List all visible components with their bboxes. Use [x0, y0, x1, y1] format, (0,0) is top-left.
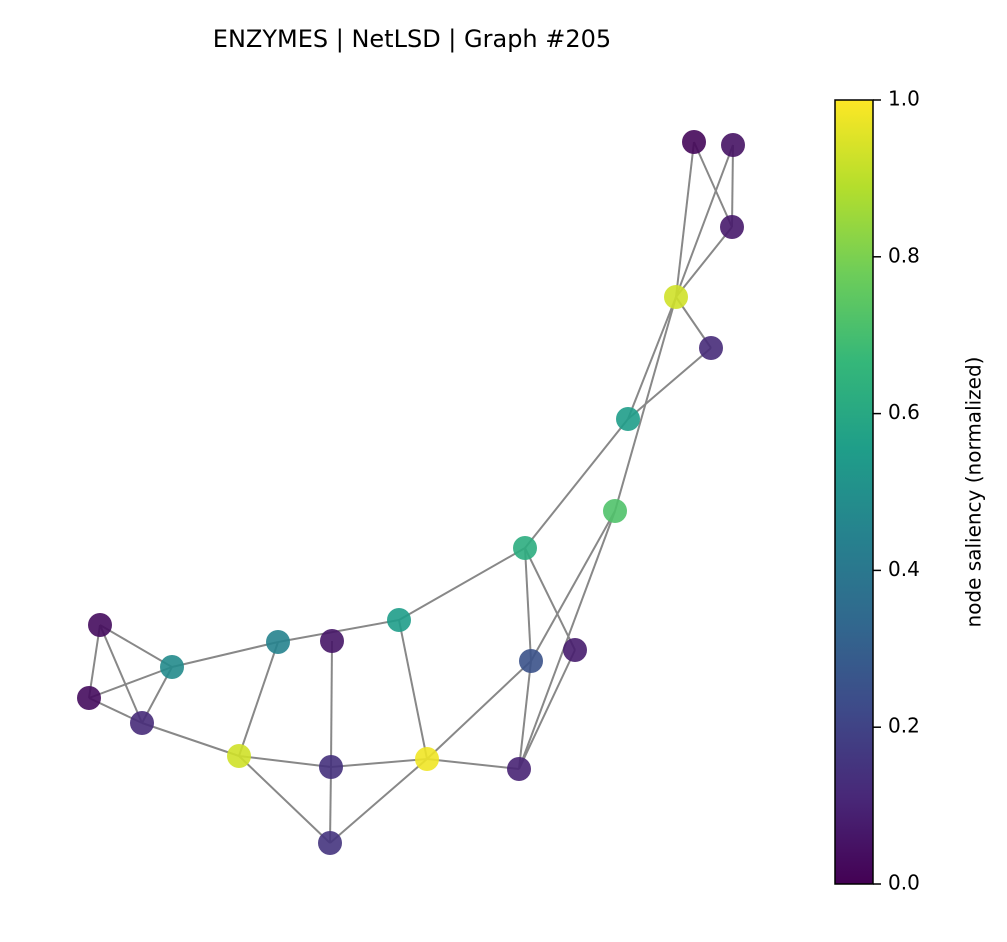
- edge: [524, 418, 629, 549]
- edge: [693, 141, 733, 228]
- edge: [524, 547, 532, 662]
- edge: [330, 758, 428, 768]
- colorbar-tick-label: 0.4: [888, 557, 920, 581]
- node: [387, 608, 411, 632]
- node: [507, 757, 531, 781]
- edge: [518, 510, 616, 770]
- edge: [675, 141, 695, 298]
- node: [616, 407, 640, 431]
- edge: [524, 547, 576, 651]
- edge: [88, 666, 173, 699]
- chart-title: ENZYMES | NetLSD | Graph #205: [213, 25, 611, 53]
- edge: [88, 624, 101, 699]
- edge: [675, 226, 733, 298]
- edge: [329, 766, 332, 844]
- edge: [330, 640, 333, 768]
- edges: [88, 141, 734, 844]
- edge: [426, 758, 520, 770]
- node: [415, 747, 439, 771]
- edge: [238, 641, 279, 757]
- colorbar-tick-label: 0.2: [888, 714, 920, 738]
- node: [664, 285, 688, 309]
- edge: [627, 347, 712, 420]
- edge: [627, 296, 677, 420]
- node: [77, 686, 101, 710]
- node: [227, 744, 251, 768]
- node: [319, 755, 343, 779]
- edge: [99, 624, 173, 668]
- edge: [141, 722, 240, 757]
- node: [682, 130, 706, 154]
- edge: [398, 619, 428, 760]
- edge: [238, 755, 331, 844]
- node: [721, 133, 745, 157]
- edge: [398, 547, 526, 621]
- edge: [238, 755, 332, 768]
- colorbar-tick-label: 0.0: [888, 871, 920, 895]
- edge: [99, 624, 143, 724]
- node: [266, 630, 290, 654]
- node: [513, 536, 537, 560]
- edge: [731, 144, 734, 228]
- colorbar: [834, 99, 874, 885]
- edge: [329, 758, 428, 844]
- edge: [518, 649, 576, 770]
- node: [88, 613, 112, 637]
- node: [130, 711, 154, 735]
- colorbar-tick-label: 1.0: [888, 87, 920, 111]
- edge: [530, 510, 616, 662]
- colorbar-label: node saliency (normalized): [962, 357, 986, 628]
- node: [699, 336, 723, 360]
- node: [320, 629, 344, 653]
- edge: [675, 144, 734, 298]
- edge: [518, 660, 532, 770]
- colorbar-tick-label: 0.6: [888, 400, 920, 424]
- node: [318, 831, 342, 855]
- node: [603, 499, 627, 523]
- node: [160, 655, 184, 679]
- edge: [171, 641, 279, 668]
- edge: [426, 660, 532, 760]
- colorbar-tick-label: 0.8: [888, 243, 920, 267]
- node: [720, 215, 744, 239]
- nodes: [77, 130, 745, 855]
- node: [563, 638, 587, 662]
- node: [519, 649, 543, 673]
